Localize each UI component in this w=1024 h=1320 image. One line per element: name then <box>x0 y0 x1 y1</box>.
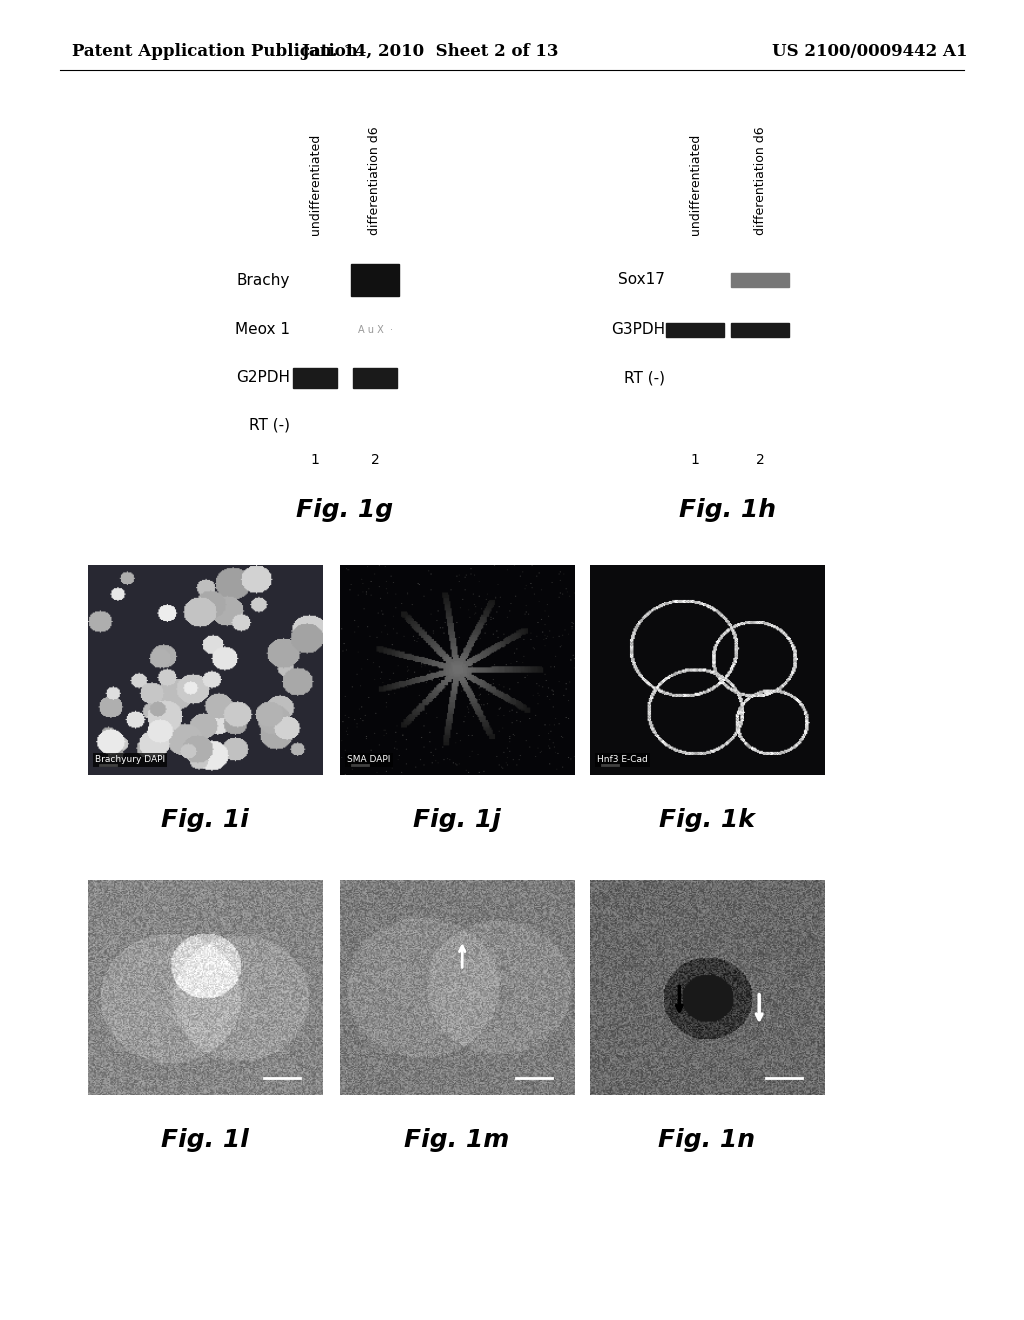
Text: Fig. 1n: Fig. 1n <box>658 1129 756 1152</box>
Text: Brachyury DAPI: Brachyury DAPI <box>95 755 165 764</box>
Bar <box>731 273 788 286</box>
Text: RT (-): RT (-) <box>624 371 665 385</box>
Text: Patent Application Publication: Patent Application Publication <box>72 44 357 61</box>
Text: G3PDH: G3PDH <box>611 322 665 338</box>
Bar <box>353 368 397 388</box>
Bar <box>731 323 788 337</box>
Text: differentiation d6: differentiation d6 <box>369 127 382 235</box>
Text: Brachy: Brachy <box>237 272 290 288</box>
Text: Fig. 1h: Fig. 1h <box>679 498 776 521</box>
Bar <box>667 323 724 337</box>
Text: undifferentiated: undifferentiated <box>308 133 322 235</box>
Text: Fig. 1l: Fig. 1l <box>161 1129 249 1152</box>
Text: RT (-): RT (-) <box>249 417 290 433</box>
Text: 2: 2 <box>756 453 764 467</box>
Text: 1: 1 <box>690 453 699 467</box>
Text: Fig. 1g: Fig. 1g <box>296 498 393 521</box>
Text: 1: 1 <box>310 453 319 467</box>
Text: SMA DAPI: SMA DAPI <box>347 755 390 764</box>
Text: Jan. 14, 2010  Sheet 2 of 13: Jan. 14, 2010 Sheet 2 of 13 <box>301 44 559 61</box>
Bar <box>351 264 399 296</box>
Text: Meox 1: Meox 1 <box>234 322 290 338</box>
Text: Fig. 1k: Fig. 1k <box>659 808 755 832</box>
Text: G2PDH: G2PDH <box>236 371 290 385</box>
Text: Fig. 1m: Fig. 1m <box>404 1129 510 1152</box>
Bar <box>293 368 337 388</box>
Text: Fig. 1i: Fig. 1i <box>161 808 249 832</box>
Text: Hnf3 E-Cad: Hnf3 E-Cad <box>597 755 648 764</box>
Text: undifferentiated: undifferentiated <box>688 133 701 235</box>
Text: Sox17: Sox17 <box>618 272 665 288</box>
Text: US 2100/0009442 A1: US 2100/0009442 A1 <box>772 44 968 61</box>
Text: A u X  ·: A u X · <box>357 325 392 335</box>
Text: differentiation d6: differentiation d6 <box>754 127 767 235</box>
Text: Fig. 1j: Fig. 1j <box>413 808 501 832</box>
Text: 2: 2 <box>371 453 379 467</box>
